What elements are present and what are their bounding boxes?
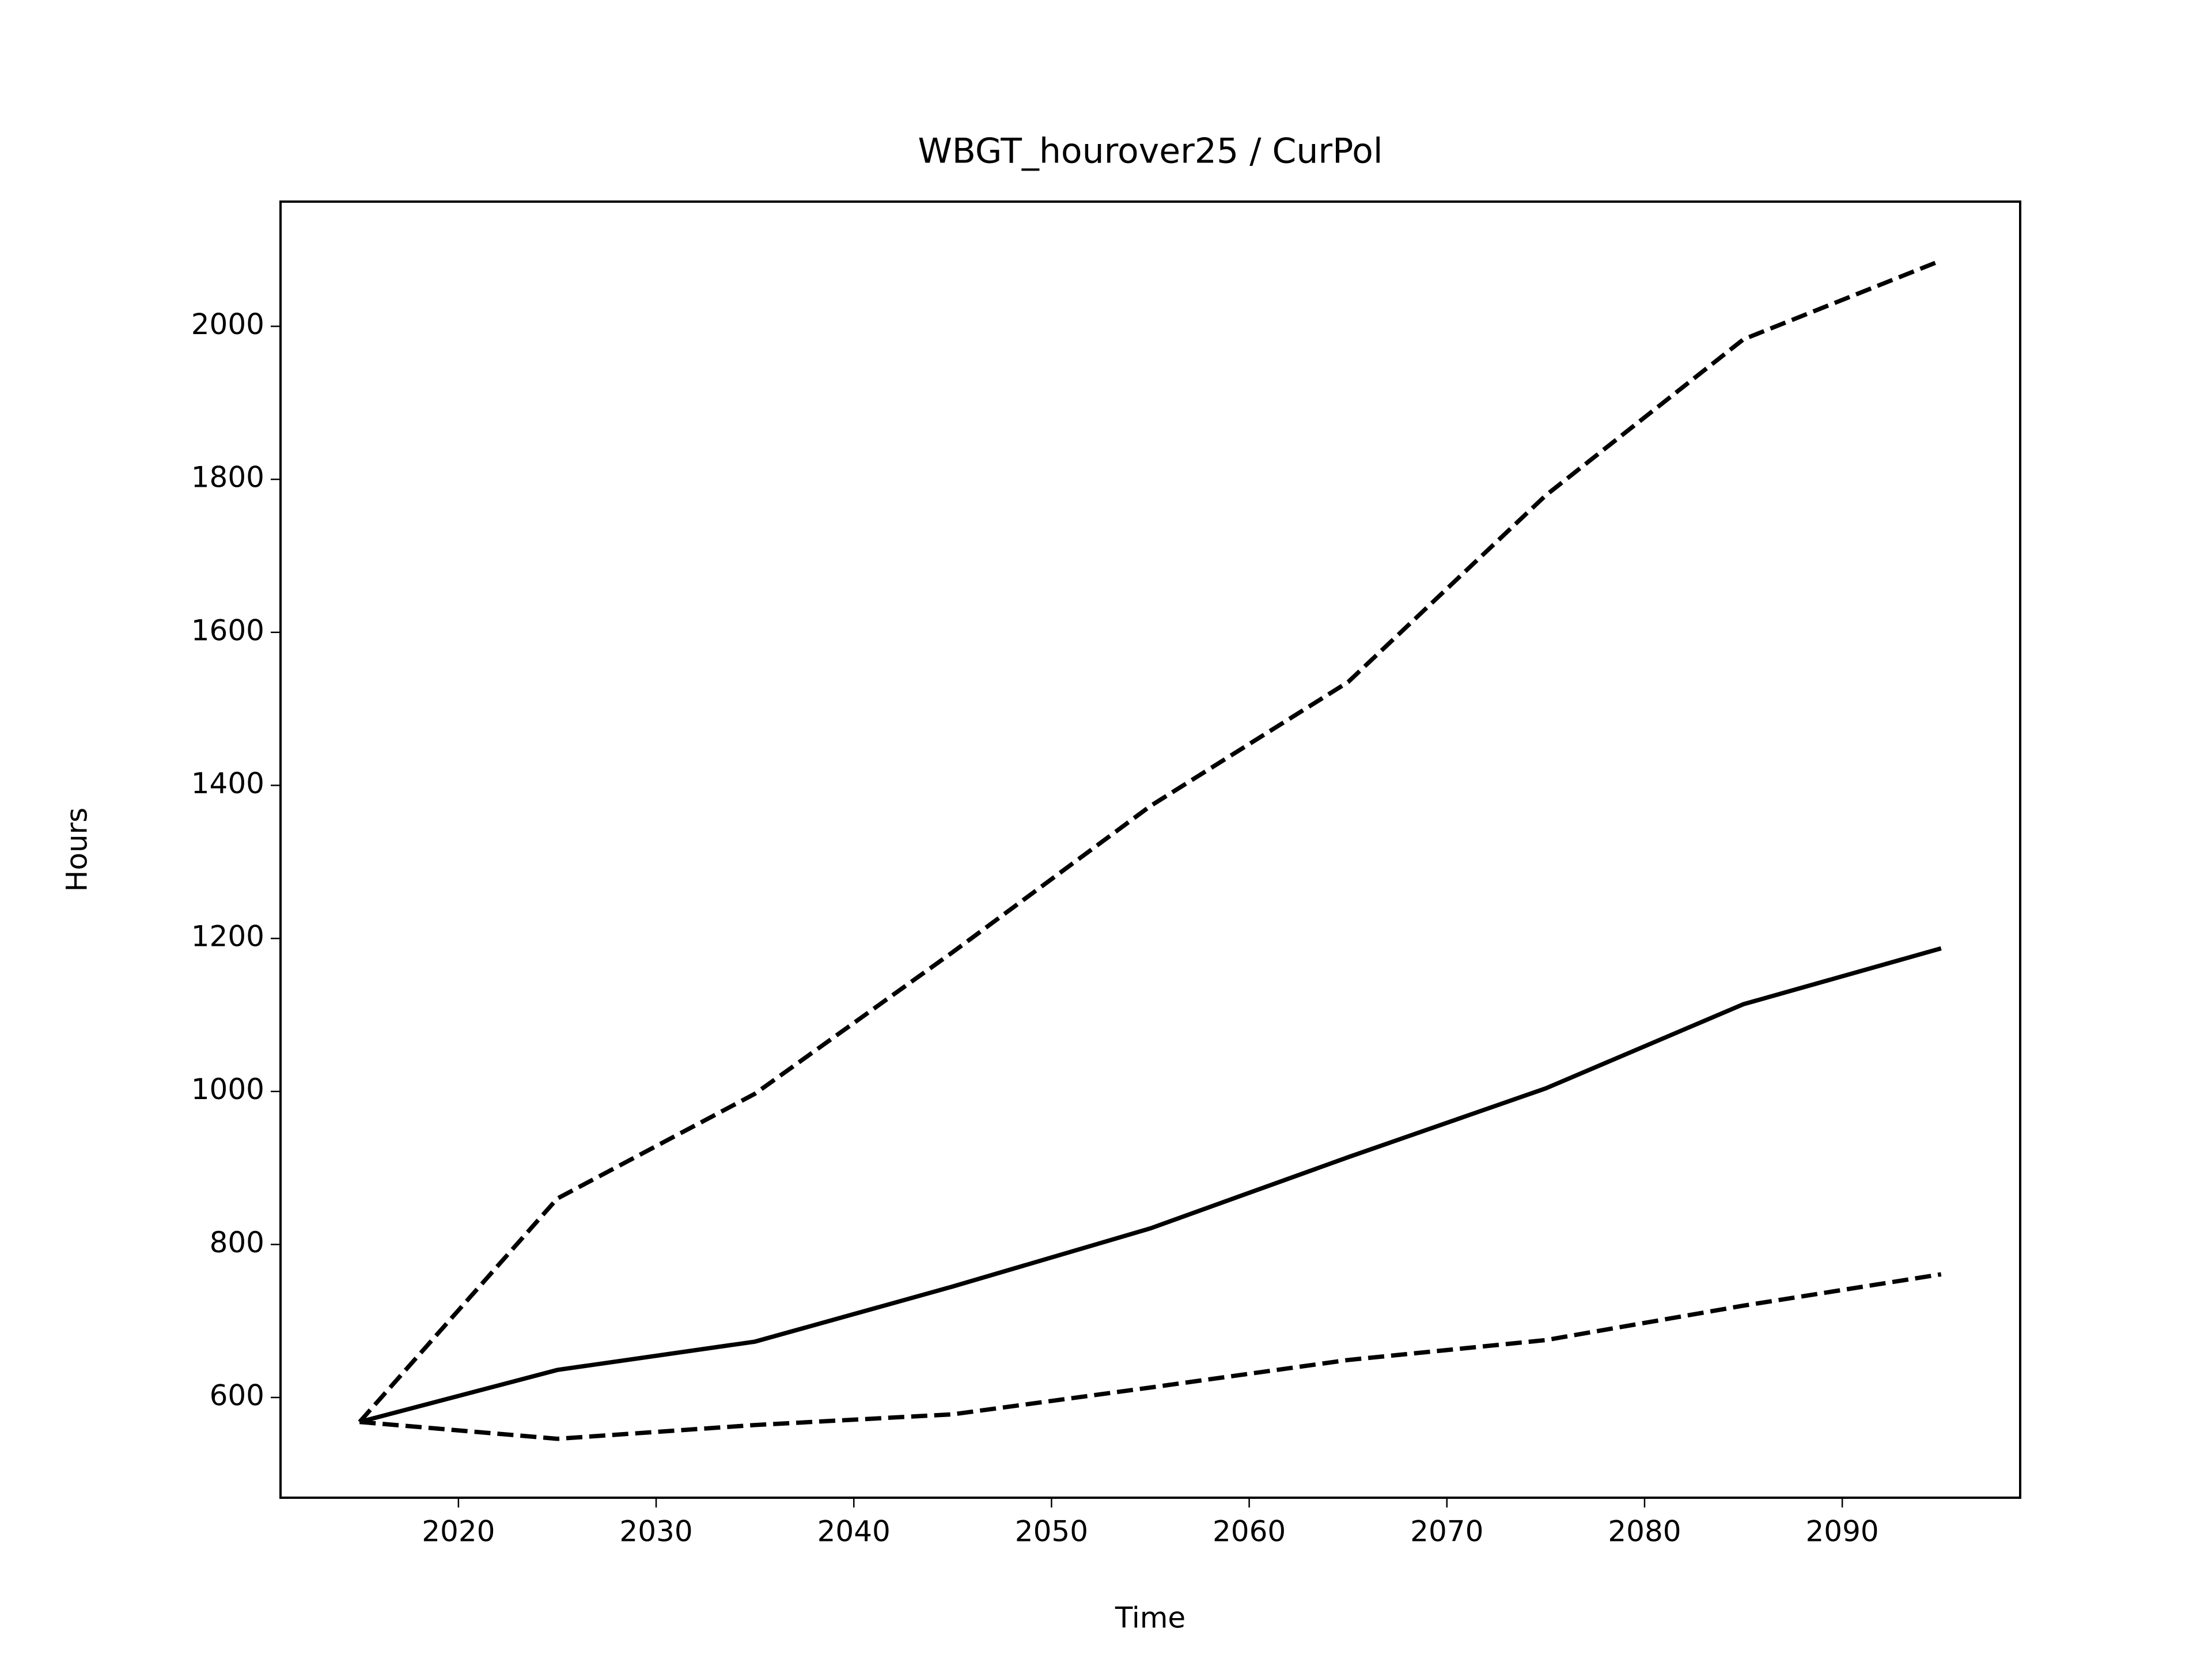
y-tick-label: 1200 <box>191 920 264 953</box>
y-tick-label: 1800 <box>191 461 264 494</box>
x-tick-label: 2050 <box>1015 1515 1088 1548</box>
x-tick-label: 2060 <box>1213 1515 1286 1548</box>
y-tick-label: 800 <box>210 1226 264 1259</box>
x-tick-label: 2030 <box>619 1515 692 1548</box>
x-tick-label: 2040 <box>817 1515 891 1548</box>
y-tick-label: 1600 <box>191 613 264 647</box>
x-axis-label: Time <box>1115 1601 1185 1635</box>
chart-title: WBGT_hourover25 / CurPol <box>918 131 1382 172</box>
series-line <box>359 1272 1942 1441</box>
y-tick-label: 2000 <box>191 308 264 341</box>
y-tick-label: 1400 <box>191 767 264 800</box>
x-tick-label: 2090 <box>1806 1515 1879 1548</box>
y-tick-label: 600 <box>210 1379 264 1412</box>
plot-frame <box>279 200 2021 1499</box>
series-line <box>359 946 1942 1425</box>
y-tick-label: 1000 <box>191 1073 264 1106</box>
x-tick-label: 2080 <box>1608 1515 1681 1548</box>
x-tick-label: 2020 <box>422 1515 495 1548</box>
series-line <box>358 258 1942 1423</box>
x-tick-label: 2070 <box>1410 1515 1483 1548</box>
y-axis-label: Hours <box>60 808 94 892</box>
